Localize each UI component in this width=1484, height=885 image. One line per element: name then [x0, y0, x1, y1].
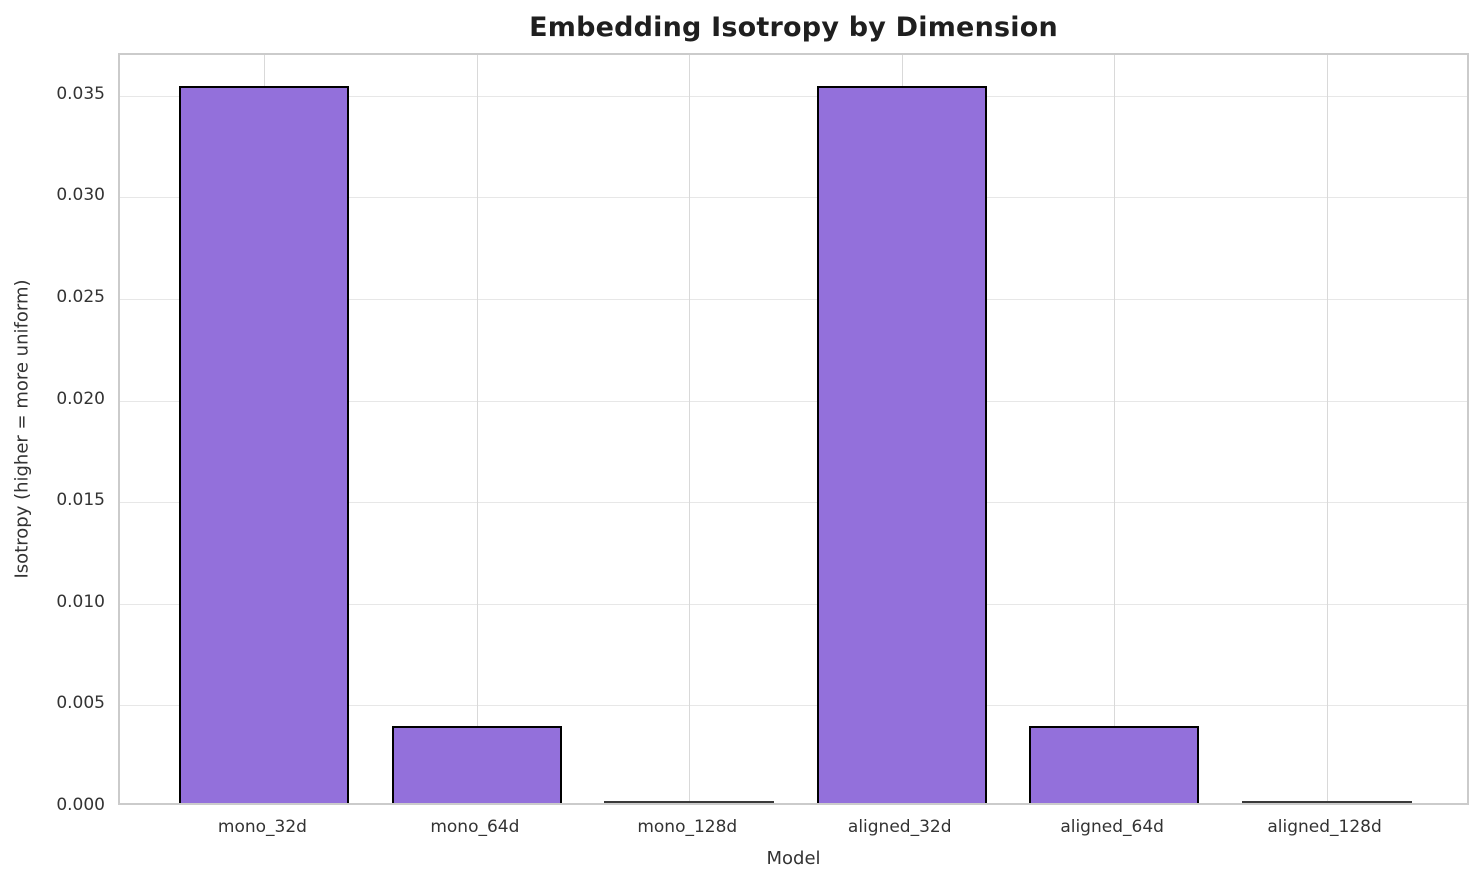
- bar-aligned_32d: [816, 85, 987, 803]
- y-tick-label: 0.030: [56, 185, 105, 206]
- plot-area: [118, 53, 1469, 805]
- y-tick-label: 0.015: [56, 490, 105, 511]
- x-tick-label: mono_128d: [637, 817, 738, 837]
- bar-aligned_128d: [1241, 801, 1412, 803]
- horizontal-gridline: [120, 705, 1467, 707]
- x-tick-label: mono_64d: [430, 817, 520, 837]
- y-axis-label: Isotropy (higher = more uniform): [11, 279, 33, 579]
- x-tick-label: aligned_32d: [847, 817, 952, 837]
- horizontal-gridline: [120, 603, 1467, 605]
- y-tick-label: 0.000: [56, 795, 105, 815]
- horizontal-gridline: [120, 298, 1467, 300]
- y-tick-label: 0.035: [56, 83, 105, 104]
- y-tick-label: 0.005: [56, 693, 105, 714]
- horizontal-gridline: [120, 197, 1467, 199]
- bar-mono_32d: [179, 85, 350, 803]
- x-tick-label: aligned_64d: [1060, 817, 1164, 837]
- y-tick-label: 0.010: [56, 591, 105, 612]
- chart-title: Embedding Isotropy by Dimension: [529, 12, 1058, 43]
- y-tick-label: 0.020: [56, 388, 105, 409]
- horizontal-gridline: [120, 400, 1467, 402]
- bar-mono_128d: [604, 801, 775, 803]
- x-axis-label: Model: [766, 848, 821, 869]
- y-tick-label: 0.025: [56, 286, 105, 307]
- bar-mono_64d: [391, 725, 562, 803]
- x-tick-label: mono_32d: [217, 817, 307, 837]
- horizontal-gridline: [120, 502, 1467, 504]
- vertical-gridline: [1114, 55, 1116, 803]
- x-tick-label: aligned_128d: [1267, 817, 1382, 837]
- vertical-gridline: [1326, 55, 1328, 803]
- vertical-gridline: [689, 55, 691, 803]
- bar-aligned_64d: [1029, 725, 1200, 803]
- horizontal-gridline: [120, 95, 1467, 97]
- vertical-gridline: [476, 55, 478, 803]
